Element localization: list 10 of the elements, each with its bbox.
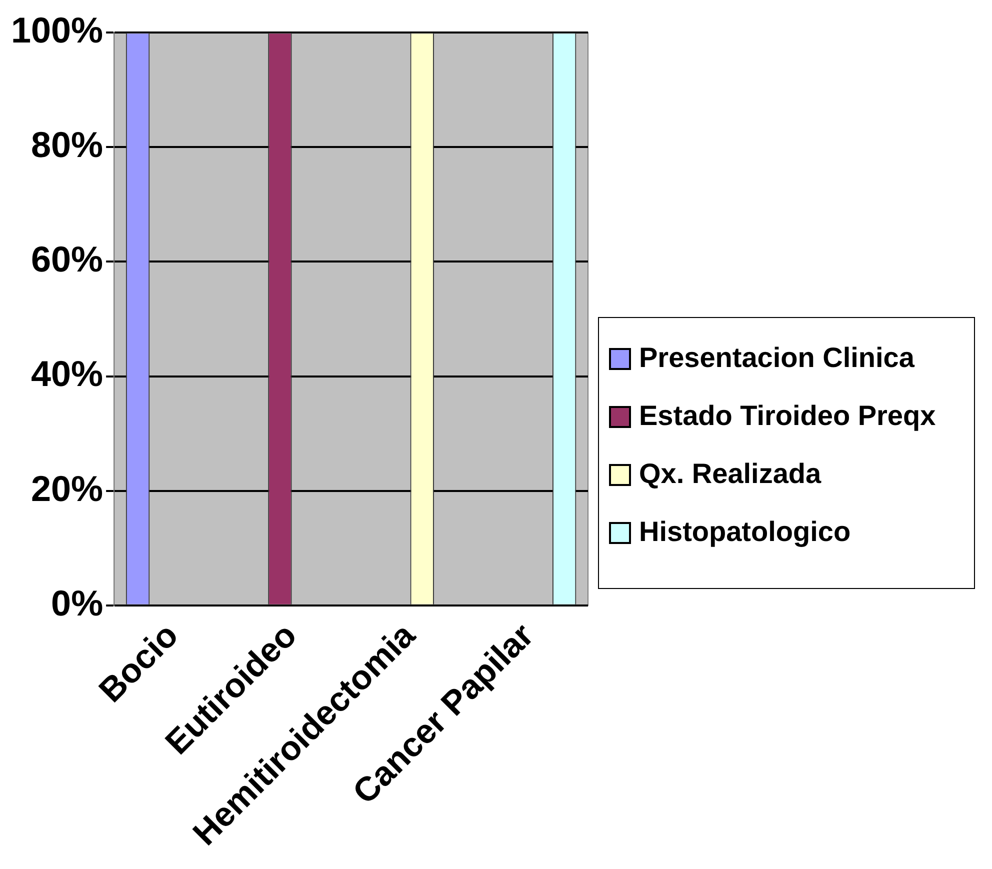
legend-label: Histopatologico <box>639 516 851 548</box>
y-tick-label: 20% <box>31 468 104 509</box>
legend-label: Presentacion Clinica <box>639 342 914 374</box>
y-tick-label: 100% <box>10 10 104 51</box>
y-tick-label: 40% <box>31 353 104 394</box>
y-tick-label: 60% <box>31 238 104 280</box>
legend-label: Estado Tiroideo Preqx <box>639 400 936 432</box>
y-tick-label: 80% <box>31 124 104 166</box>
legend-label: Qx. Realizada <box>639 458 822 490</box>
y-tick-label: 0% <box>51 582 104 624</box>
